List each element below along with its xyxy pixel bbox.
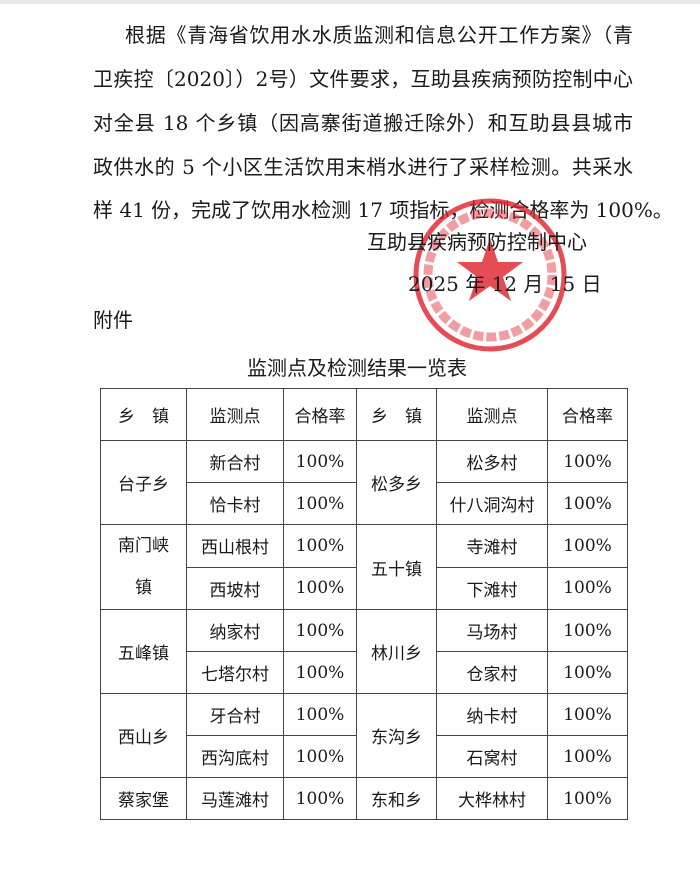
- town-cell: 东和乡: [356, 777, 437, 820]
- header-rate: 合格率: [283, 388, 357, 441]
- site-name-cell: 马场村: [436, 609, 548, 652]
- header-site: 监测点: [186, 388, 284, 441]
- site-name-cell: 新合村: [186, 440, 284, 483]
- site-name-cell: 什八洞沟村: [436, 482, 548, 525]
- header-rate: 合格率: [547, 388, 628, 441]
- pass-rate-cell: 100%: [283, 693, 357, 736]
- town-cell: 五峰镇: [100, 609, 187, 694]
- body-paragraph-line: 卫疾控〔2020〕）2号）文件要求，互助县疾病预防控制中心: [93, 67, 633, 91]
- header-site: 监测点: [436, 388, 548, 441]
- town-cell: 松多乡: [356, 440, 437, 525]
- site-name-cell: 大桦林村: [436, 777, 548, 820]
- pass-rate-cell: 100%: [547, 777, 628, 820]
- pass-rate-cell: 100%: [547, 482, 628, 525]
- town-cell: 五十镇: [356, 524, 437, 610]
- table-row: 蔡家堡 马莲滩村 100% 东和乡 大桦林村 100%: [100, 777, 628, 820]
- pass-rate-cell: 100%: [547, 440, 628, 483]
- pass-rate-cell: 100%: [283, 440, 357, 483]
- town-cell: 东沟乡: [356, 693, 437, 778]
- town-cell: 西山乡: [100, 693, 187, 778]
- pass-rate-cell: 100%: [283, 651, 357, 694]
- table-header-row: 乡 镇 监测点 合格率 乡 镇 监测点 合格率: [100, 388, 628, 441]
- body-paragraph-line: 对全县 18 个乡镇（因高寨街道搬迁除外）和互助县县城市: [93, 111, 633, 135]
- pass-rate-cell: 100%: [547, 735, 628, 778]
- body-paragraph-line: 根据《青海省饮用水水质监测和信息公开工作方案》（青: [125, 23, 633, 47]
- pass-rate-cell: 100%: [283, 735, 357, 778]
- pass-rate-cell: 100%: [547, 651, 628, 694]
- town-name: 南门峡镇: [117, 536, 169, 598]
- table-title: 监测点及检测结果一览表: [247, 356, 467, 380]
- table-row: 台子乡 新合村 100% 松多乡 松多村 100%: [100, 440, 628, 525]
- site-name-cell: 恰卡村: [186, 482, 284, 525]
- site-name-cell: 仓家村: [436, 651, 548, 694]
- site-name-cell: 纳家村: [186, 609, 284, 652]
- pass-rate-cell: 100%: [547, 566, 628, 610]
- signature-date: 2025 年 12 月 15 日: [408, 272, 602, 296]
- header-town: 乡 镇: [356, 388, 437, 441]
- pass-rate-cell: 100%: [547, 693, 628, 736]
- town-cell: 南门峡镇: [100, 524, 187, 610]
- site-name-cell: 西坡村: [186, 566, 284, 610]
- signature-org: 互助县疾病预防控制中心: [367, 230, 587, 254]
- town-cell: 林川乡: [356, 609, 437, 694]
- table-row: 恰卡村 100% 什八洞沟村 100%: [101, 482, 628, 525]
- pass-rate-cell: 100%: [283, 566, 357, 610]
- scan-edge: [0, 0, 700, 4]
- site-name-cell: 牙合村: [186, 693, 284, 736]
- site-name-cell: 石窝村: [436, 735, 548, 778]
- table-row: 南门峡镇 西山根村 100% 五十镇 寺滩村 100%: [100, 524, 628, 610]
- table-row: 西坡村 100% 下滩村 100%: [101, 566, 628, 610]
- table-row: 西山乡 牙合村 100% 东沟乡 纳卡村 100%: [100, 693, 628, 778]
- pass-rate-cell: 100%: [283, 524, 357, 568]
- pass-rate-cell: 100%: [283, 777, 357, 820]
- pass-rate-cell: 100%: [547, 524, 628, 568]
- pass-rate-cell: 100%: [547, 609, 628, 652]
- site-name-cell: 纳卡村: [436, 693, 548, 736]
- town-cell: 台子乡: [100, 440, 187, 525]
- site-name-cell: 寺滩村: [436, 524, 548, 568]
- body-paragraph-line: 样 41 份，完成了饮用水检测 17 项指标，检测合格率为 100%。: [93, 198, 673, 222]
- site-name-cell: 松多村: [436, 440, 548, 483]
- town-cell: 蔡家堡: [100, 777, 187, 820]
- site-name-cell: 西山根村: [186, 524, 284, 568]
- results-table: 乡 镇 监测点 合格率 乡 镇 监测点 合格率 台子乡 新合村 100% 松多乡 松多村…: [100, 388, 628, 820]
- site-name-cell: 七塔尔村: [186, 651, 284, 694]
- table-row: 五峰镇 纳家村 100% 林川乡 马场村 100%: [100, 609, 628, 694]
- site-name-cell: 马莲滩村: [186, 777, 284, 820]
- header-town: 乡 镇: [100, 388, 187, 441]
- attachment-label: 附件: [93, 308, 133, 332]
- table-row: 七塔尔村 100% 仓家村 100%: [101, 651, 628, 694]
- body-paragraph-line: 政供水的 5 个小区生活饮用末梢水进行了采样检测。共采水: [93, 155, 633, 179]
- site-name-cell: 西沟底村: [186, 735, 284, 778]
- site-name-cell: 下滩村: [436, 566, 548, 610]
- pass-rate-cell: 100%: [283, 609, 357, 652]
- pass-rate-cell: 100%: [283, 482, 357, 525]
